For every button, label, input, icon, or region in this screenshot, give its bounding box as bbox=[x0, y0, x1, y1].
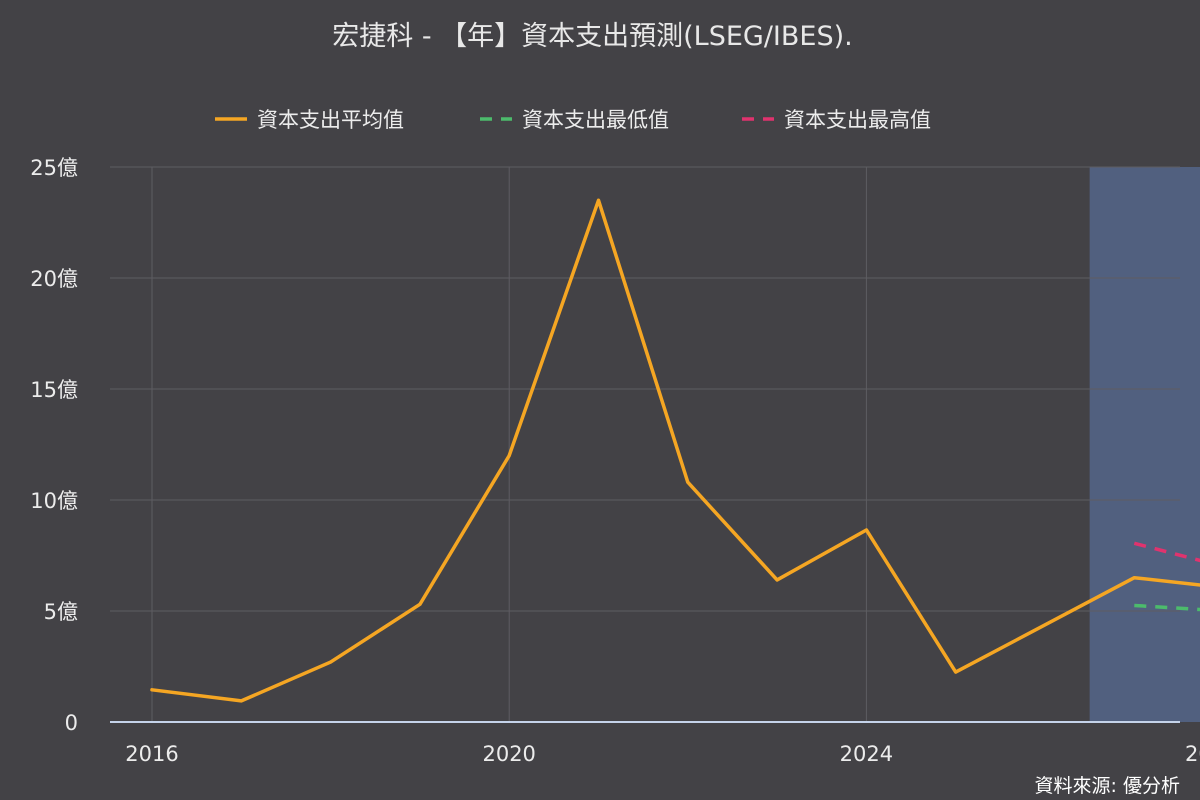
x-tick-label: 2020 bbox=[482, 742, 535, 766]
y-tick-label: 10億 bbox=[30, 489, 78, 513]
grid-layer bbox=[110, 166, 1180, 722]
y-tick-label: 15億 bbox=[30, 378, 78, 402]
source-label: 資料來源: 優分析 bbox=[1034, 775, 1180, 797]
y-tick-label: 20億 bbox=[30, 267, 78, 291]
legend-item-2[interactable]: 資本支出最高值 bbox=[742, 108, 931, 132]
chart-title: 宏捷科 - 【年】資本支出預測(LSEG/IBES). bbox=[332, 21, 853, 52]
forecast-band-layer bbox=[1089, 167, 1200, 722]
axis-layer: 0 5億 10億 15億 20億 25億 2016 2020 2024 2027(f) bbox=[30, 156, 1200, 766]
series-line-2 bbox=[1133, 541, 1200, 563]
series-line-0 bbox=[150, 198, 1200, 703]
x-tick-label: 2024 bbox=[840, 742, 893, 766]
x-tick-label: 2016 bbox=[125, 742, 178, 766]
y-tick-label: 25億 bbox=[30, 156, 78, 180]
legend[interactable]: 資本支出平均值 資本支出最低值 資本支出最高值 bbox=[215, 108, 931, 132]
legend-item-0[interactable]: 資本支出平均值 bbox=[215, 108, 404, 132]
legend-label: 資本支出最高值 bbox=[784, 108, 931, 132]
forecast-band bbox=[1089, 167, 1200, 722]
x-tick-label: 2027(f) bbox=[1185, 742, 1200, 766]
series-layer bbox=[150, 198, 1200, 703]
y-tick-label: 5億 bbox=[44, 600, 78, 624]
legend-item-1[interactable]: 資本支出最低值 bbox=[480, 108, 669, 132]
legend-label: 資本支出最低值 bbox=[522, 108, 669, 132]
series-line-1 bbox=[1134, 603, 1200, 612]
legend-label: 資本支出平均值 bbox=[257, 108, 404, 132]
y-tick-label: 0 bbox=[65, 711, 78, 735]
